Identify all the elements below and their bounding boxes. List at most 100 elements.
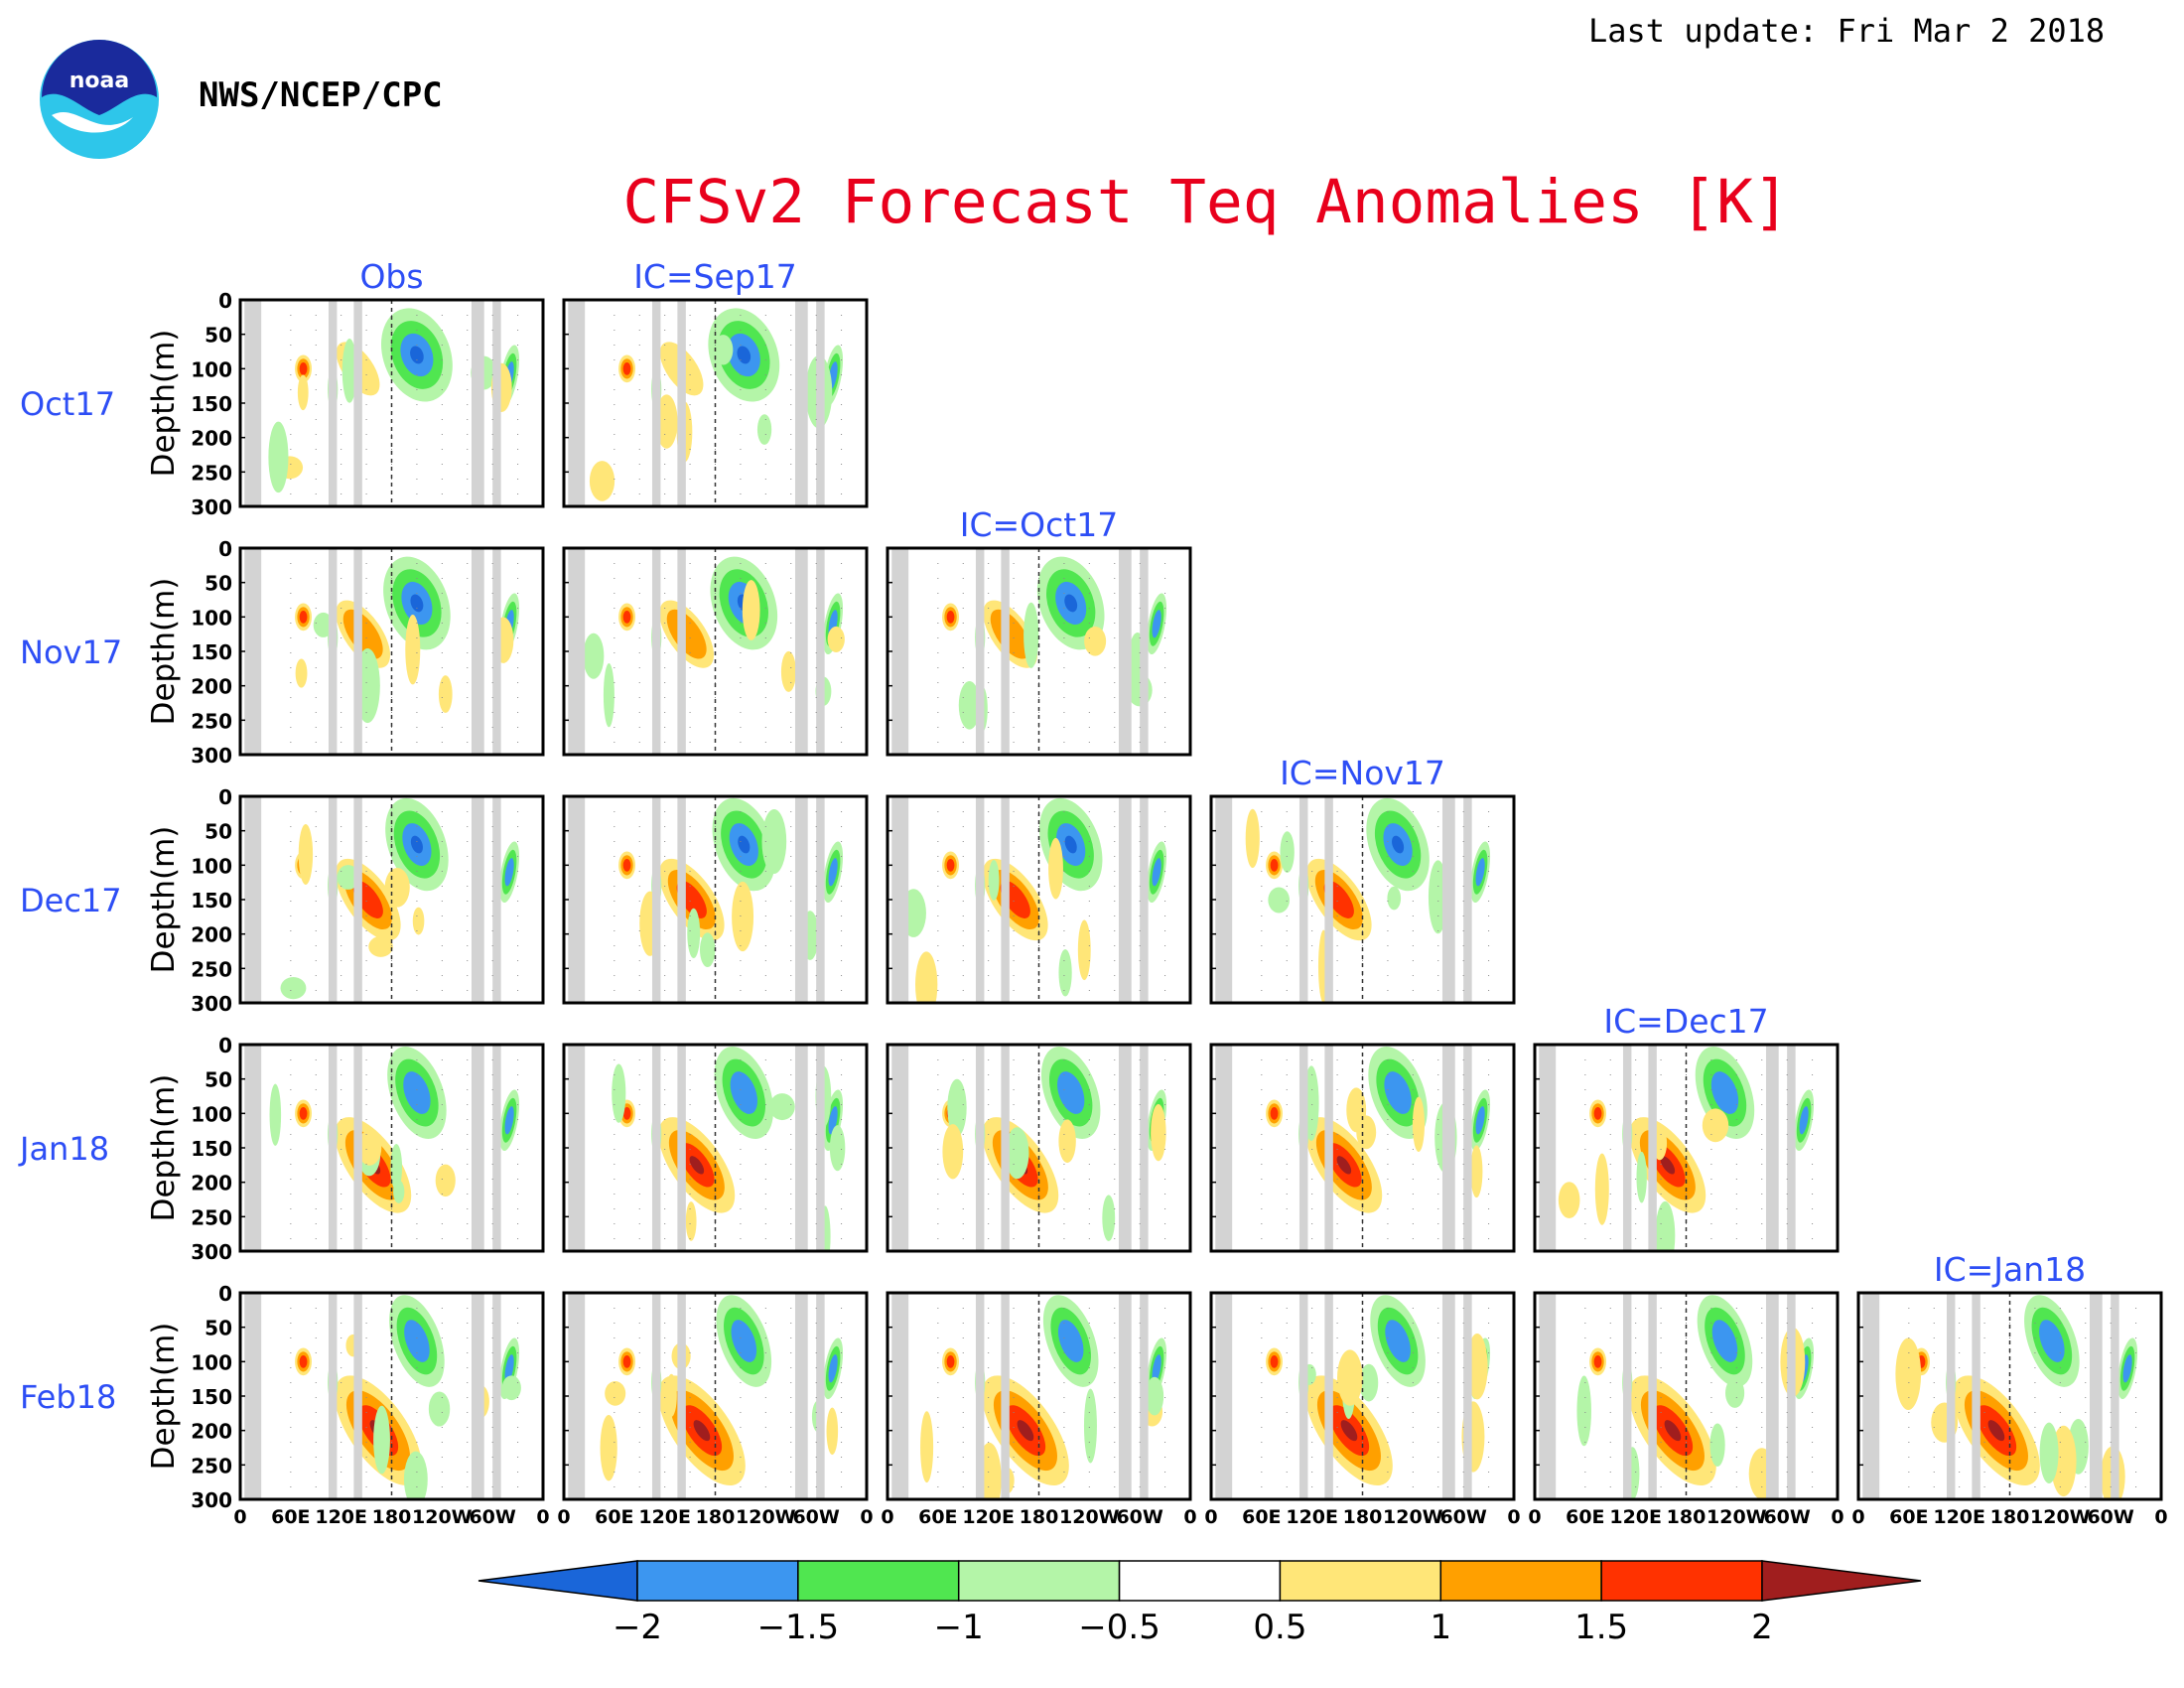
land-mask	[794, 1045, 808, 1251]
y-tick-label: 150	[191, 1137, 232, 1161]
anomaly-contour	[1356, 1115, 1377, 1150]
anomaly-contour	[428, 1391, 451, 1427]
row-label-Nov17: Nov17	[20, 633, 122, 671]
x-tick-label: 60E	[271, 1506, 310, 1528]
anomaly-contour	[1709, 1423, 1725, 1468]
panel-Jan18-0	[238, 1043, 545, 1253]
land-mask	[568, 548, 586, 755]
panel-field	[240, 1045, 543, 1251]
anomaly-contour	[988, 859, 1000, 901]
x-tick-label: 120E	[1609, 1506, 1662, 1528]
anomaly-contour	[1711, 1320, 1738, 1362]
land-mask	[1463, 1293, 1472, 1499]
land-mask	[1622, 1293, 1632, 1499]
panel-Nov17-0	[238, 546, 545, 757]
land-mask	[244, 796, 262, 1003]
land-mask	[1298, 1293, 1308, 1499]
anomaly-contour	[622, 858, 631, 872]
panel-Feb18-0	[238, 1291, 545, 1501]
anomaly-contour	[713, 335, 734, 365]
y-tick-label: 0	[218, 785, 232, 809]
land-mask	[1441, 1293, 1455, 1499]
anomaly-contour	[1384, 1071, 1412, 1114]
land-mask	[353, 300, 362, 506]
land-mask	[1215, 796, 1233, 1003]
anomaly-contour	[600, 1415, 617, 1481]
panel-Feb18-5	[1856, 1291, 2163, 1501]
land-mask	[353, 1045, 362, 1251]
column-header-2: IC=Oct17	[960, 505, 1118, 544]
anomaly-contour	[1702, 1108, 1729, 1143]
land-mask	[244, 548, 262, 755]
anomaly-contour	[605, 1381, 626, 1406]
y-axis-label: Depth(m)	[146, 1323, 182, 1471]
row-label-Dec17: Dec17	[20, 882, 122, 919]
x-tick-label: 60E	[595, 1506, 633, 1528]
land-mask	[1648, 1293, 1657, 1499]
y-tick-label: 250	[191, 461, 232, 485]
colorbar-swatch	[797, 1560, 960, 1602]
anomaly-contour	[1058, 948, 1072, 997]
panel-field	[1535, 1045, 1838, 1251]
anomaly-contour	[435, 1164, 456, 1197]
panel-field	[240, 796, 543, 1003]
colorbar-swatch	[1118, 1560, 1282, 1602]
land-mask	[1765, 1293, 1779, 1499]
anomaly-contour	[384, 867, 410, 908]
y-tick-label: 0	[218, 1034, 232, 1057]
anomaly-contour	[410, 594, 424, 613]
y-tick-label: 300	[191, 1488, 232, 1512]
colorbar	[478, 1560, 1922, 1602]
anomaly-contour	[1048, 837, 1063, 900]
colorbar-swatch	[1279, 1560, 1442, 1602]
x-tick-label: 0	[1851, 1506, 1864, 1528]
x-tick-label: 180	[1020, 1506, 1059, 1528]
anomaly-contour	[699, 932, 716, 968]
last-update: Last update: Fri Mar 2 2018	[1588, 12, 2106, 50]
colorbar-label: −2	[613, 1608, 662, 1647]
anomaly-contour	[405, 615, 421, 685]
land-mask	[1324, 1045, 1333, 1251]
anomaly-contour	[390, 1143, 403, 1191]
x-tick-label: 60W	[792, 1506, 839, 1528]
land-mask	[651, 300, 661, 506]
land-mask	[1539, 1293, 1557, 1499]
panel-field	[240, 548, 543, 755]
anomaly-contour	[1558, 1182, 1580, 1219]
colorbar-swatch	[1439, 1560, 1602, 1602]
x-tick-label: 60E	[1242, 1506, 1281, 1528]
land-mask	[891, 1045, 909, 1251]
land-mask	[1441, 796, 1455, 1003]
land-mask	[471, 548, 484, 755]
anomaly-contour	[504, 1106, 514, 1135]
x-tick-label: 120W	[2030, 1506, 2091, 1528]
panel-field	[887, 1293, 1190, 1499]
anomaly-contour	[1593, 1106, 1602, 1120]
anomaly-contour	[1270, 1106, 1279, 1120]
anomaly-contour	[299, 361, 308, 375]
y-tick-label: 150	[191, 392, 232, 416]
anomaly-contour	[268, 421, 289, 493]
x-tick-label: 60E	[918, 1506, 957, 1528]
anomaly-contour	[827, 626, 845, 652]
x-tick-label: 0	[881, 1506, 893, 1528]
colorbar-label: 2	[1751, 1608, 1773, 1647]
y-tick-label: 300	[191, 495, 232, 519]
anomaly-contour	[1336, 1156, 1352, 1175]
land-mask	[1946, 1293, 1956, 1499]
anomaly-contour	[504, 1354, 514, 1383]
anomaly-contour	[828, 1106, 838, 1135]
noaa-logo: noaa	[40, 40, 159, 159]
land-mask	[328, 796, 338, 1003]
anomaly-contour	[666, 609, 707, 659]
anomaly-contour	[299, 1354, 308, 1368]
colorbar-swatch	[1600, 1560, 1763, 1602]
anomaly-contour	[1636, 1151, 1647, 1203]
panel-Jan18-4	[1533, 1043, 1840, 1253]
anomaly-contour	[1655, 1200, 1676, 1251]
anomaly-contour	[1152, 1354, 1161, 1383]
land-mask	[353, 548, 362, 755]
panel-field	[887, 548, 1190, 755]
colorbar-label: 0.5	[1253, 1608, 1306, 1647]
x-tick-label: 0	[2154, 1506, 2167, 1528]
